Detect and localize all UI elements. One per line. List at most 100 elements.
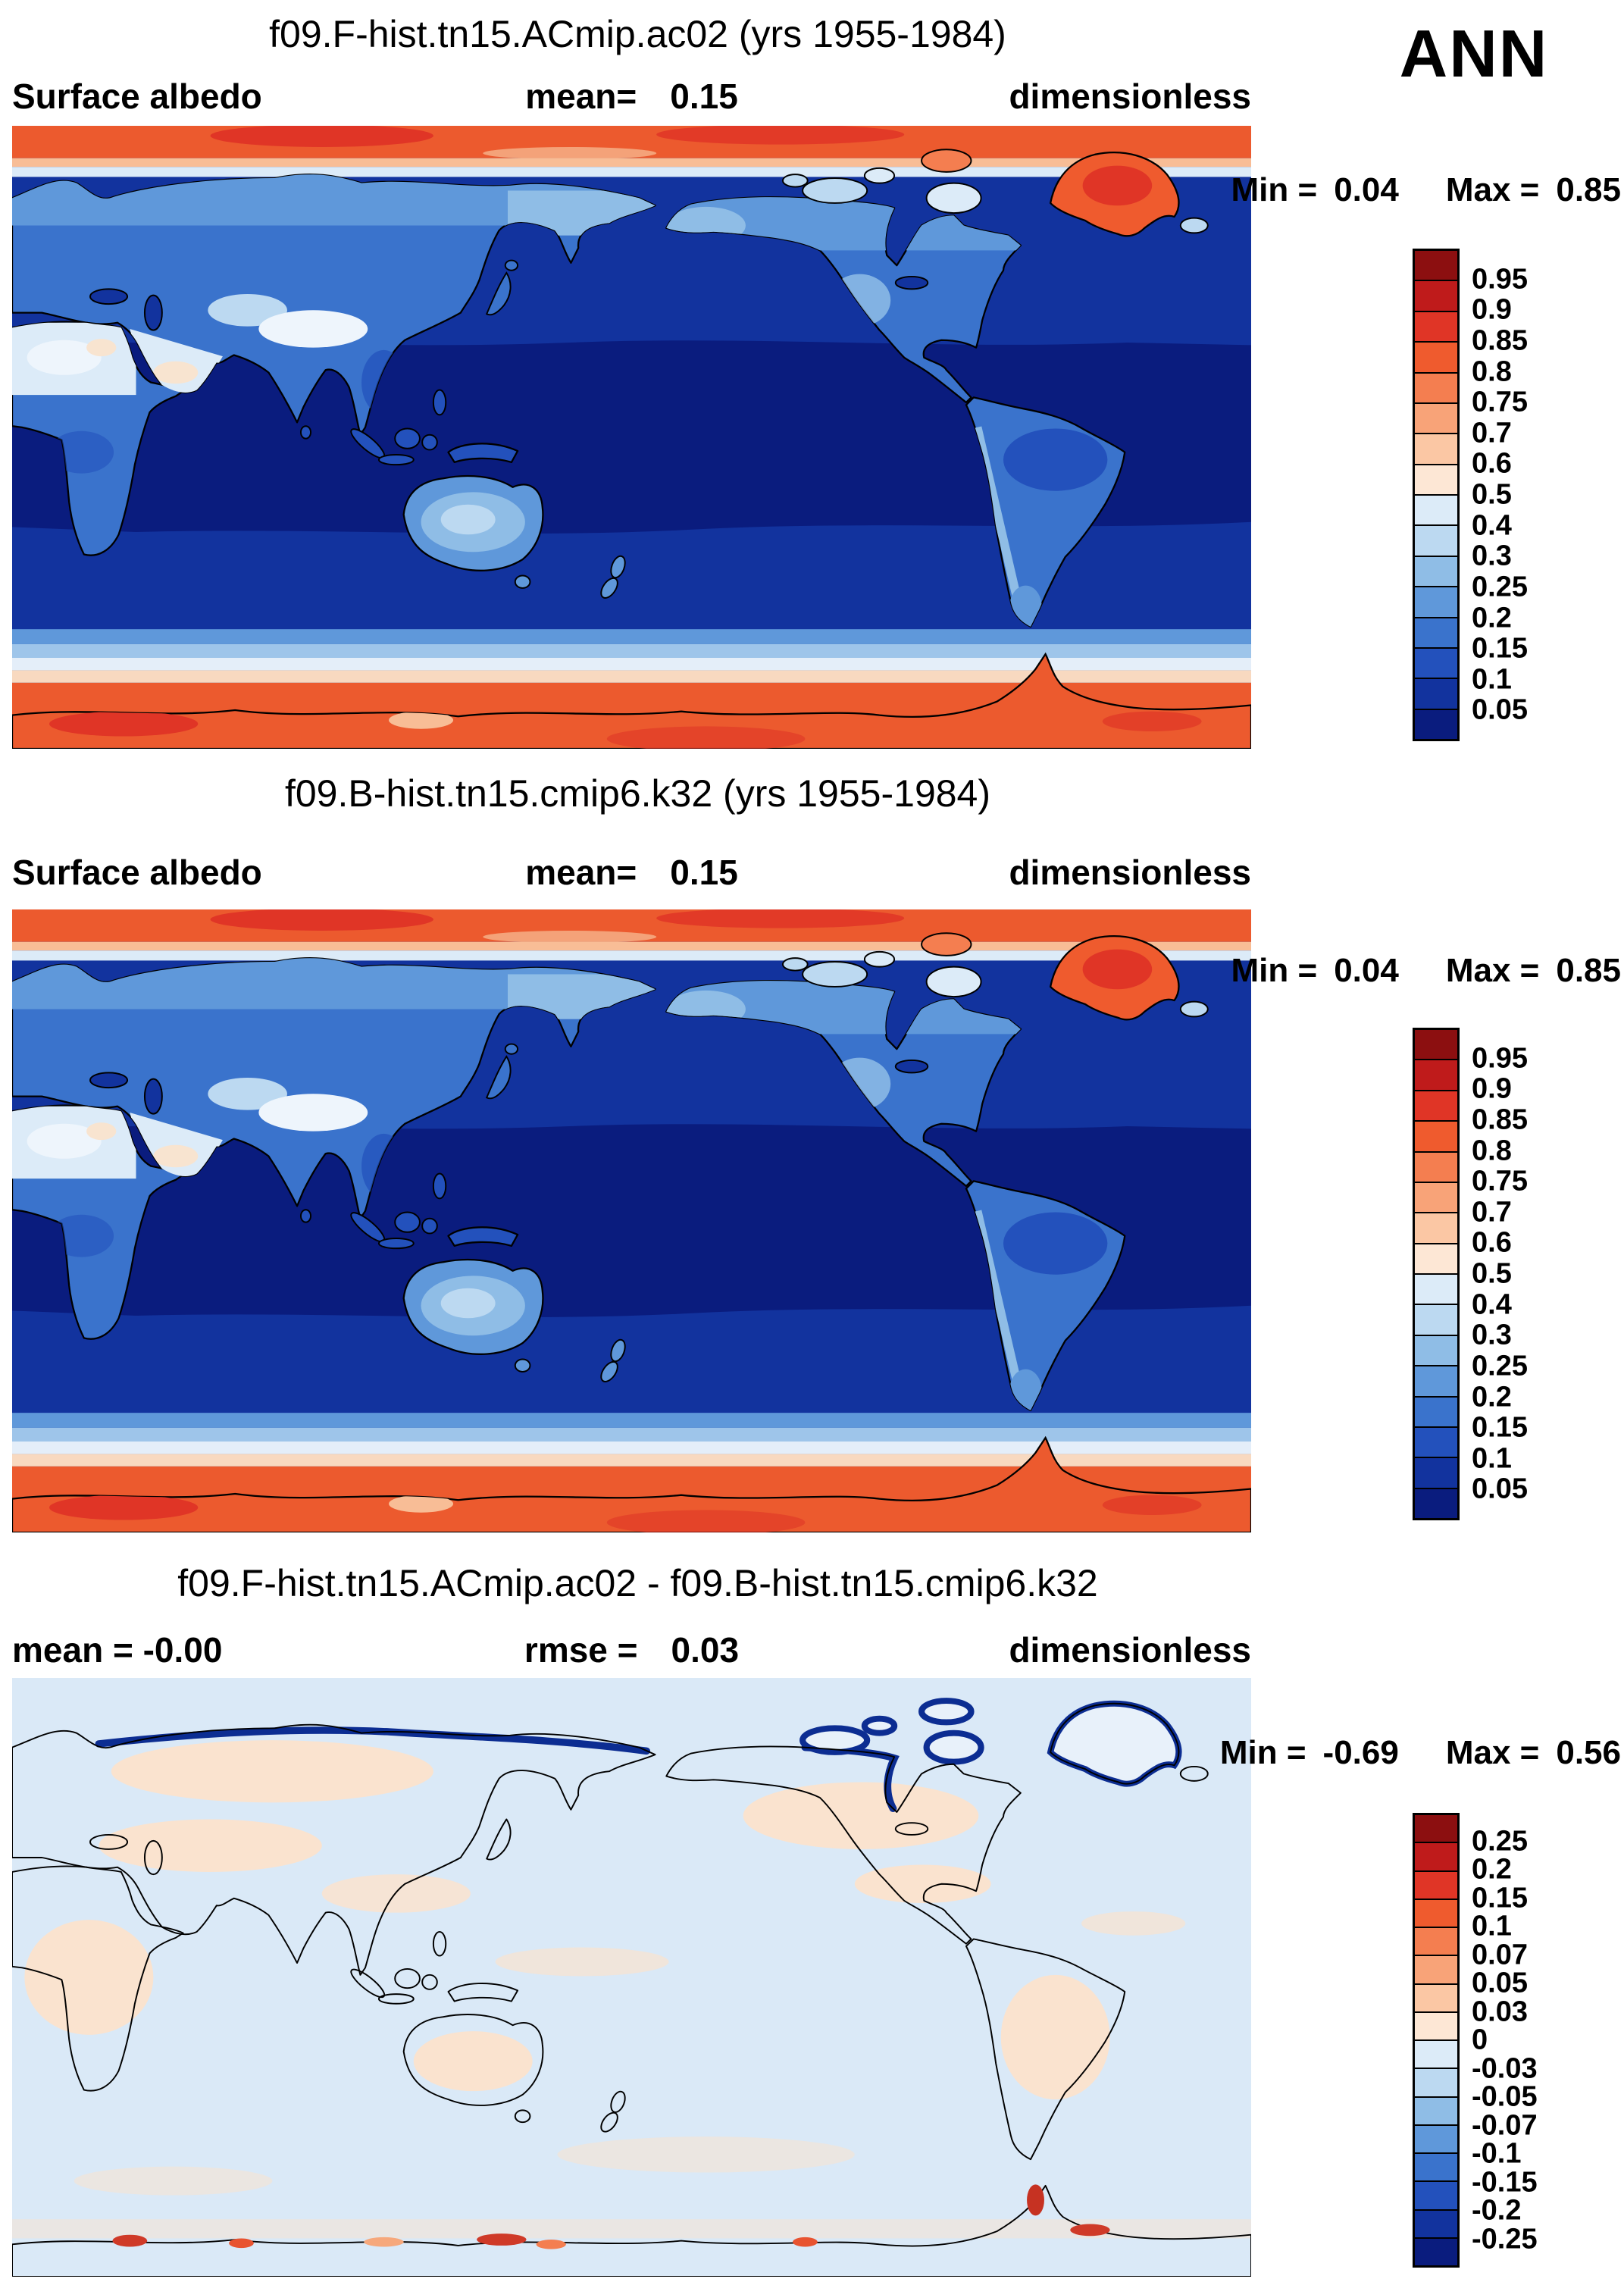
- colorbar-cell: [1415, 1870, 1457, 1899]
- colorbar-cell: [1415, 1120, 1457, 1151]
- max-value: 0.85: [1556, 952, 1621, 989]
- colorbar-cell: [1415, 586, 1457, 617]
- colorbar-cell: [1415, 1365, 1457, 1396]
- colorbar-tick-label: 0.15: [1472, 1882, 1528, 1914]
- colorbar-cell: [1415, 341, 1457, 372]
- colorbar-cell: [1415, 1304, 1457, 1335]
- min-value: -0.69: [1322, 1734, 1399, 1771]
- colorbar-cell: [1415, 433, 1457, 464]
- colorbar-cell: [1415, 2208, 1457, 2237]
- colorbar-tick-label: -0.15: [1472, 2166, 1538, 2198]
- colorbar-tick-label: -0.03: [1472, 2052, 1538, 2084]
- colorbar-cell: [1415, 616, 1457, 647]
- colorbar-tick-label: 0.6: [1472, 1226, 1512, 1259]
- colorbar-cell: [1415, 1150, 1457, 1182]
- colorbar-tick-label: 0.3: [1472, 1319, 1512, 1351]
- minmax-row: Min = 0.04 Max = 0.85: [1231, 171, 1621, 209]
- colorbar-case1: 0.95 0.9 0.85 0.8 0.75 0.7 0.6 0.5 0.4 0.3 0.25 0.2…: [1413, 249, 1528, 741]
- colorbar-tick-label: 0.1: [1472, 1910, 1512, 1942]
- panel-header-row: Surface albedo mean= 0.15 dimensionless: [12, 852, 1251, 893]
- colorbar-tick-label: 0.75: [1472, 1165, 1528, 1197]
- max-label: Max =: [1445, 1734, 1540, 1771]
- colorbar-cell: [1415, 2124, 1457, 2152]
- colorbar-tick-label: 0.9: [1472, 1072, 1512, 1105]
- panel-title: f09.F-hist.tn15.ACmip.ac02 (yrs 1955-198…: [269, 13, 1006, 55]
- colorbar-cell: [1415, 646, 1457, 678]
- colorbar-cell: [1415, 1030, 1457, 1060]
- colorbar-tick-label: 0.2: [1472, 1853, 1512, 1886]
- colorbar-cell: [1415, 371, 1457, 402]
- colorbar-cell: [1415, 1334, 1457, 1366]
- colorbar-cell: [1415, 280, 1457, 311]
- mean-stat: mean= 0.15: [525, 76, 738, 117]
- colorbar-cells: [1413, 1028, 1460, 1520]
- colorbar-cell: [1415, 2152, 1457, 2181]
- colorbar-cell: [1415, 1955, 1457, 1983]
- colorbar-tick-label: -0.1: [1472, 2137, 1522, 2170]
- variable-label: Surface albedo: [12, 853, 262, 892]
- colorbar-tick-label: 0.7: [1472, 417, 1512, 449]
- colorbar-tick-label: 0.9: [1472, 293, 1512, 326]
- colorbar-cell: [1415, 251, 1457, 280]
- world-map-difference: [12, 1678, 1251, 2277]
- colorbar-tick-label: 0.1: [1472, 663, 1512, 696]
- colorbar-labels: 0.95 0.9 0.85 0.8 0.75 0.7 0.6 0.5 0.4 0.3 0.25 0.2…: [1472, 1028, 1608, 1520]
- panel-header-row: Surface albedo mean= 0.15 dimensionless: [12, 76, 1251, 117]
- colorbar-tick-label: 0.95: [1472, 263, 1528, 296]
- colorbar-cell: [1415, 2068, 1457, 2096]
- colorbar-cell: [1415, 678, 1457, 709]
- units-label: dimensionless: [1009, 1630, 1251, 1670]
- colorbar-tick-label: 0.8: [1472, 355, 1512, 387]
- colorbar-difference: 0.25 0.2 0.15 0.1 0.07 0.05 0.03 0 -0.03 -0.05 -0.…: [1413, 1813, 1538, 2268]
- colorbar-tick-label: 0.5: [1472, 478, 1512, 511]
- variable-label: Surface albedo: [12, 77, 262, 116]
- colorbar-labels: 0.95 0.9 0.85 0.8 0.75 0.7 0.6 0.5 0.4 0.3 0.25 0.2…: [1472, 249, 1608, 741]
- colorbar-tick-label: 0.7: [1472, 1196, 1512, 1229]
- colorbar-cell: [1415, 2039, 1457, 2068]
- colorbar-tick-label: 0: [1472, 2024, 1488, 2056]
- colorbar-cell: [1415, 708, 1457, 739]
- colorbar-case2: 0.95 0.9 0.85 0.8 0.75 0.7 0.6 0.5 0.4 0.3 0.25 0.2…: [1413, 1028, 1528, 1520]
- colorbar-cell: [1415, 2237, 1457, 2265]
- colorbar-cell: [1415, 1426, 1457, 1457]
- colorbar-tick-label: 0.03: [1472, 1996, 1528, 2027]
- colorbar-tick-label: 0.2: [1472, 1381, 1512, 1413]
- world-map-albedo: [12, 909, 1251, 1532]
- colorbar-cell: [1415, 524, 1457, 556]
- colorbar-cell: [1415, 1212, 1457, 1243]
- mean-label: mean=: [525, 853, 637, 892]
- colorbar-tick-label: 0.15: [1472, 1411, 1528, 1444]
- colorbar-cell: [1415, 1842, 1457, 1870]
- colorbar-tick-label: 0.05: [1472, 1473, 1528, 1505]
- units-label: dimensionless: [1009, 77, 1251, 116]
- colorbar-tick-label: 0.4: [1472, 509, 1512, 542]
- mean-label: mean=: [525, 77, 637, 116]
- colorbar-cell: [1415, 310, 1457, 342]
- colorbar-tick-label: 0.25: [1472, 1350, 1528, 1382]
- colorbar-tick-label: 0.4: [1472, 1288, 1512, 1321]
- colorbar-cell: [1415, 1089, 1457, 1121]
- colorbar-labels: 0.25 0.2 0.15 0.1 0.07 0.05 0.03 0 -0.03 -0.05 -0.…: [1472, 1813, 1608, 2268]
- map-case1: [12, 126, 1251, 749]
- minmax-row: Min = 0.04 Max = 0.85: [1231, 952, 1621, 990]
- max-value: 0.56: [1556, 1734, 1621, 1771]
- colorbar-cell: [1415, 1457, 1457, 1488]
- panel-title: f09.B-hist.tn15.cmip6.k32 (yrs 1955-1984…: [284, 772, 991, 815]
- colorbar-tick-label: 0.75: [1472, 386, 1528, 418]
- min-label: Min =: [1231, 952, 1318, 989]
- colorbar-tick-label: 0.85: [1472, 324, 1528, 357]
- colorbar-cell: [1415, 463, 1457, 494]
- min-value: 0.04: [1334, 171, 1399, 208]
- colorbar-tick-label: 0.15: [1472, 632, 1528, 665]
- colorbar-cell: [1415, 1927, 1457, 1955]
- rmse-value: 0.03: [671, 1630, 740, 1670]
- colorbar-cell: [1415, 1273, 1457, 1304]
- colorbar-tick-label: 0.8: [1472, 1135, 1512, 1166]
- colorbar-tick-label: 0.07: [1472, 1939, 1528, 1971]
- season-label: ANN: [1399, 16, 1549, 91]
- rmse-label: rmse =: [524, 1630, 638, 1670]
- minmax-row: Min = -0.69 Max = 0.56: [1220, 1734, 1621, 1772]
- mean-stat-label: mean = -0.00: [12, 1630, 223, 1670]
- colorbar-cell: [1415, 2011, 1457, 2039]
